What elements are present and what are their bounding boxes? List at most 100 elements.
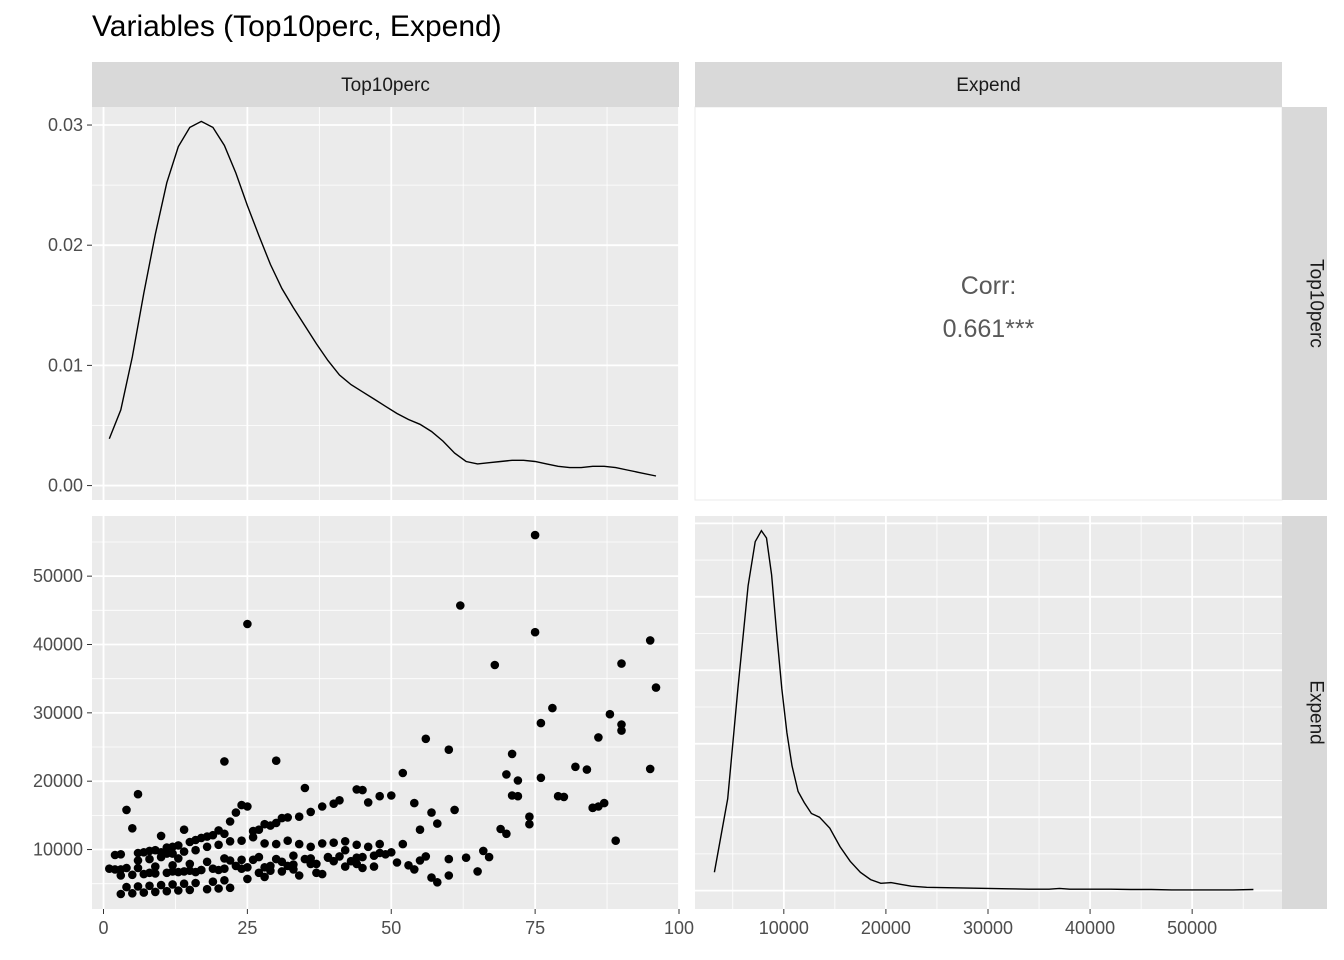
scatter-point [197,865,206,875]
x-tick-label-expend: 20000 [861,918,911,938]
scatter-point [179,879,189,888]
scatter-point [617,726,626,735]
scatter-point [507,791,517,800]
scatter-point [588,803,597,813]
scatter-point [237,855,246,865]
scatter-point [525,819,534,829]
strip-right-top10perc [1282,107,1327,500]
y-tick-label-expend: 20000 [33,771,83,791]
scatter-point [220,864,229,873]
scatter-point [530,530,540,540]
scatter-point [168,861,177,870]
scatter-point [444,854,454,864]
scatter-point [271,756,281,765]
y-tick-label-expend: 50000 [33,566,83,586]
scatter-point [645,636,655,645]
scatter-point [162,843,172,852]
scatter-point [421,734,431,744]
scatter-point [168,880,177,889]
y-tick-label-density: 0.02 [48,235,83,255]
scatter-point [220,757,229,766]
scatter-point [571,762,580,772]
scatter-point [243,863,252,872]
x-tick-label-top10perc: 0 [99,918,109,938]
strip-label-right-expend: Expend [1306,680,1327,744]
scatter-point [317,802,327,811]
strip-top-expend [695,62,1282,107]
chart-title: Variables (Top10perc, Expend) [92,10,502,43]
scatter-point [243,874,252,884]
axes: 0.000.010.020.03100002000030000400005000… [33,115,1217,938]
x-tick-label-top10perc: 75 [525,918,545,938]
scatter-point [444,745,454,754]
scatter-point [243,619,252,629]
scatter-point [427,873,436,882]
scatter-point [220,876,229,885]
scatter-point [410,865,419,874]
scatter-point [277,857,287,867]
scatter-point [536,718,546,728]
corr-label: Corr: [961,272,1017,300]
panel-top10perc-density [92,107,679,500]
y-tick-label-expend: 30000 [33,703,83,723]
scatter-point [381,850,390,859]
scatter-point [179,825,189,834]
scatter-point [329,838,339,847]
scatter-point [375,839,385,849]
scatter-point [214,826,223,835]
scatter-point [317,839,327,848]
strip-label-top10perc: Top10perc [341,75,430,96]
scatter-point [128,824,137,833]
scatter-point [306,807,316,817]
y-tick-label-expend: 10000 [33,840,83,860]
scatter-point [110,865,120,874]
scatter-point [191,878,200,888]
scatter-point [185,859,195,869]
scatter-point [156,880,166,890]
x-tick-label-top10perc: 25 [237,918,257,938]
scatter-point [151,887,160,897]
scatter-point [530,627,540,637]
scatter-point [139,888,149,897]
scatter-point [599,798,609,808]
x-tick-label-expend: 10000 [759,918,809,938]
scatter-point [536,773,546,783]
scatter-point [340,845,350,855]
scatter-point [156,848,166,857]
strip-top-top10perc [92,62,679,107]
scatter-point [128,889,137,898]
scatter-point [502,829,511,839]
scatter-point [507,749,517,759]
scatter-point [617,720,626,729]
scatter-point [133,848,143,858]
scatter-point [473,867,482,876]
scatter-point [225,837,235,846]
scatter-point [254,868,264,878]
top10perc-density-line [108,120,657,477]
scatter-point [651,683,661,692]
scatter-point [392,858,402,867]
scatter-point [387,791,396,800]
scatter-point [456,601,465,610]
x-tick-label-top10perc: 100 [664,918,694,938]
scatter-point [156,831,166,841]
scatter-point [513,776,523,785]
scatter-point [208,877,218,886]
scatter-point [300,854,310,864]
scatter-point [559,792,569,802]
scatter-point [363,798,373,807]
scatter-point [133,856,143,865]
scatter-point [133,789,143,799]
x-tick-label-expend: 40000 [1065,918,1115,938]
scatter-point [594,733,603,742]
scatter-point [214,884,223,893]
scatter-point [461,853,471,862]
scatter-point [260,839,269,848]
scatter-point [312,859,321,869]
scatter-point [283,836,293,845]
scatter-point [502,770,511,779]
scatter-point [294,839,304,849]
scatter-point [225,883,235,893]
scatter-point [248,826,258,836]
